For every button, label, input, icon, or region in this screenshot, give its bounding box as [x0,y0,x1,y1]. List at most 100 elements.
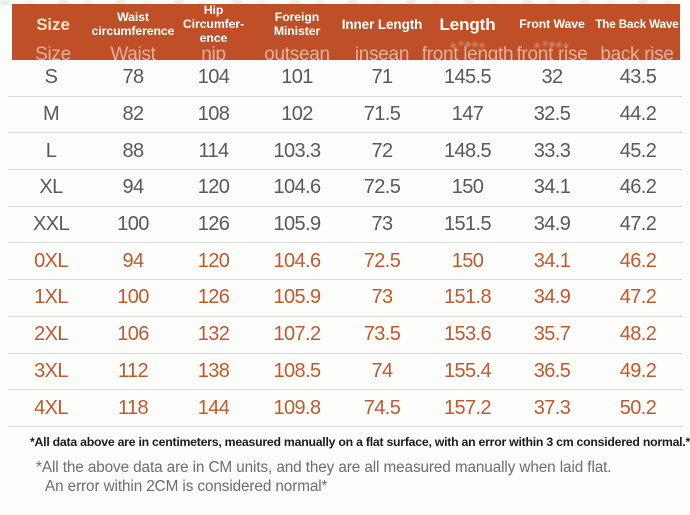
size-cell: 4XL [34,396,68,419]
header-cell: Front Wave front rise [510,4,594,67]
size-cell: M [42,103,60,126]
table-row: L 88 114 103.3 72 148.5 33.3 45.2 [8,133,682,171]
value-cell: 155.4 [443,359,492,382]
value-cell: 71 [371,66,393,89]
value-cell: 34.1 [533,249,571,272]
header-cell: Inner Length insean [339,4,425,67]
value-cell: 71.5 [363,103,401,126]
size-cell: S [44,66,58,89]
value-cell: 74 [371,359,393,382]
value-cell: 104.6 [273,249,321,272]
value-cell: 104 [197,66,230,89]
value-cell: 72.5 [363,176,401,199]
value-cell: 47.2 [619,286,657,309]
size-cell: L [45,139,57,162]
note-cm-units: *All the above data are in CM units, and… [36,459,612,476]
value-cell: 73.5 [363,323,401,346]
header-cell: Foreign Minister outsean [255,4,339,67]
value-cell: 46.2 [619,176,657,199]
size-cell: 1XL [34,286,68,309]
value-cell: 109.8 [273,396,321,419]
value-cell: 112 [117,359,149,382]
value-cell: 82 [122,103,144,126]
value-cell: 32 [541,66,563,89]
value-cell: 73 [371,286,393,309]
value-cell: 144 [197,396,230,419]
value-cell: 107.2 [273,323,321,346]
value-cell: 148.5 [443,139,492,162]
table-row: 2XL 106 132 107.2 73.5 153.6 35.7 48.2 [8,317,682,354]
value-cell: 45.2 [619,139,657,162]
value-cell: 138 [197,359,230,382]
header-sublabel: front rise [516,44,588,66]
table-row: 3XL 112 138 108.5 74 155.4 36.5 49.2 [8,354,682,391]
header-sublabel: front length [421,44,514,66]
value-cell: 108 [197,103,230,126]
value-cell: 126 [197,286,230,309]
value-cell: 114 [198,139,229,162]
header-label: Waist circumference [91,9,175,38]
value-cell: 106 [117,323,149,346]
value-cell: 120 [197,176,230,199]
table-row: 1XL 100 126 105.9 73 151.8 34.9 47.2 [8,280,682,317]
value-cell: 34.1 [533,176,571,199]
header-cell: Size Size [12,4,94,67]
value-cell: 36.5 [533,359,571,382]
value-cell: 72 [371,139,393,162]
header-cell: Length front length [421,4,514,67]
overlay-smudge [465,42,470,48]
header-label: Size [36,15,70,35]
value-cell: 103.3 [273,139,321,162]
value-cell: 104.6 [273,176,321,199]
table-row: 0XL 94 120 104.6 72.5 150 34.1 46.2 [8,243,682,281]
value-cell: 120 [197,249,230,272]
header-sublabel: back rise [600,44,674,66]
value-cell: 100 [117,213,149,236]
header-cell: Hip Circumfer- ence nip [172,3,255,67]
note-centimeters: *All data above are in centimeters, meas… [30,435,690,449]
size-cell: 3XL [34,359,68,382]
header-label: Foreign Minister [273,9,321,38]
value-cell: 73 [371,213,393,236]
table-row: XXL 100 126 105.9 73 151.5 34.9 47.2 [8,207,682,244]
value-cell: 157.2 [443,396,492,419]
value-cell: 43.5 [619,66,657,89]
header-label: Inner Length [341,17,423,33]
value-cell: 34.9 [533,213,571,236]
value-cell: 101 [281,66,313,89]
header-sublabel: Waist [110,44,156,66]
value-cell: 150 [451,249,484,272]
value-cell: 32.5 [533,103,571,126]
header-sublabel: outsean [264,44,330,66]
value-cell: 147 [451,103,484,126]
value-cell: 35.7 [533,323,571,346]
header-cell: The Back Wave back rise [594,4,680,67]
value-cell: 44.2 [619,103,657,126]
size-cell: XXL [32,213,70,236]
header-cell: Waist circumference Waist [91,4,175,67]
value-cell: 151.5 [443,213,492,236]
value-cell: 132 [197,323,230,346]
table-row: M 82 108 102 71.5 147 32.5 44.2 [8,97,682,134]
table-row: S 78 104 101 71 145.5 32 43.5 [8,60,682,97]
value-cell: 94 [122,176,144,199]
value-cell: 78 [122,66,144,89]
header-label: Length [439,15,496,35]
value-cell: 34.9 [533,286,571,309]
value-cell: 49.2 [619,359,657,382]
value-cell: 118 [117,396,149,419]
value-cell: 126 [197,213,230,236]
header-sublabel: Size [35,44,71,66]
value-cell: 72.5 [363,249,401,272]
value-cell: 88 [122,139,144,162]
size-cell: 2XL [34,323,68,346]
size-chart-body: S 78 104 101 71 145.5 32 43.5 M 82 108 102 71.5 147 32… [8,60,682,427]
size-chart-header: Size Size Waist circumference Waist Hip Circ… [12,3,680,65]
value-cell: 74.5 [363,396,401,419]
value-cell: 102 [281,103,313,126]
size-cell: XL [39,176,63,199]
value-cell: 47.2 [619,213,657,236]
table-row: XL 94 120 104.6 72.5 150 34.1 46.2 [8,170,682,207]
header-label: Hip Circumfer- ence [182,3,245,45]
header-sublabel: nip [201,44,226,66]
